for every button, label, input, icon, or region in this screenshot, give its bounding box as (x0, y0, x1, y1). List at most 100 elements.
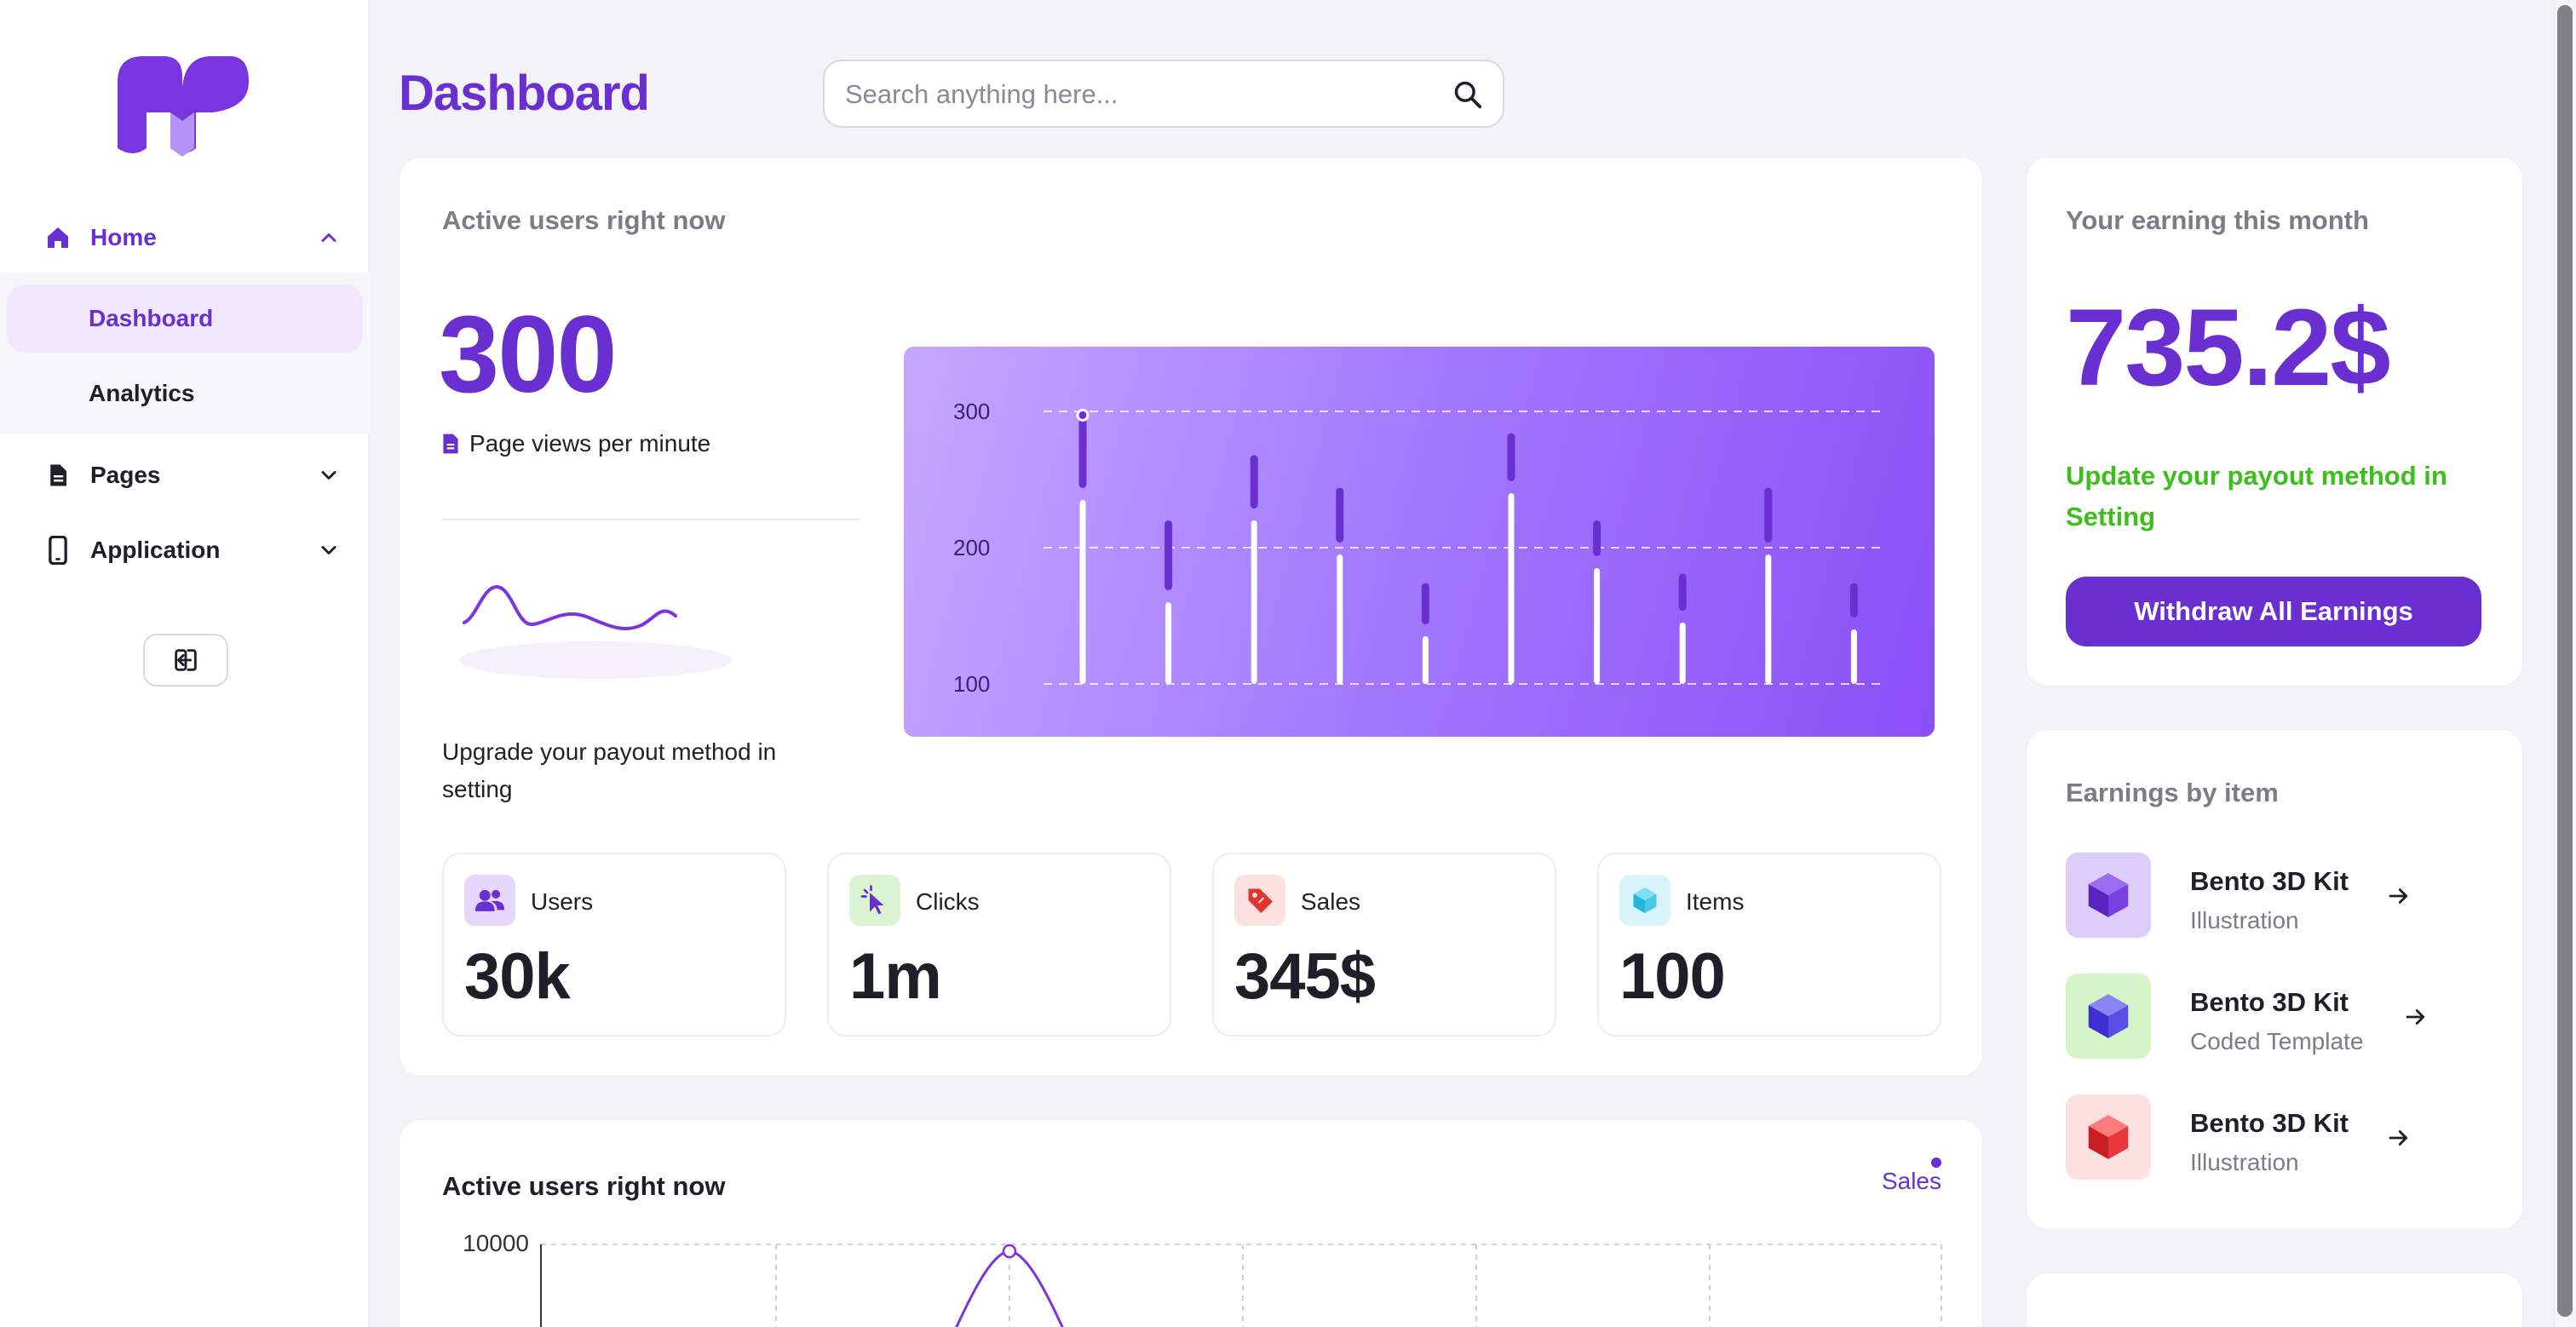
arrow-right-icon[interactable] (2386, 1125, 2412, 1151)
bar-purple (1336, 487, 1344, 543)
cursor-icon (849, 875, 900, 926)
item-name: Bento 3D Kit (2190, 1108, 2349, 1138)
list-item[interactable]: Bento 3D Kit Illustration (2066, 853, 2466, 938)
bar-white (1079, 500, 1086, 684)
home-submenu: Dashboard Analytics (0, 273, 370, 434)
phone-icon (43, 535, 73, 566)
card-title: Active users right now (442, 205, 726, 235)
item-subtitle: Illustration (2190, 1149, 2299, 1175)
bar-purple (1764, 487, 1773, 543)
stat-label: Clicks (916, 888, 980, 915)
y-tick-label: 200 (953, 535, 990, 560)
active-users-value: 300 (439, 294, 618, 416)
bar-white (1594, 568, 1601, 684)
bar-purple (1164, 520, 1173, 590)
bar-white (1422, 636, 1429, 684)
data-point[interactable] (1002, 1244, 1017, 1259)
sidebar-item-label: Pages (90, 462, 161, 488)
page-views-label: Page views per minute (442, 430, 710, 457)
sparkline (459, 584, 732, 679)
item-subtitle: Coded Template (2190, 1028, 2364, 1054)
bar-white (1508, 493, 1515, 684)
sidebar: Home Dashboard Analytics Pages Applicati… (0, 0, 370, 1327)
item-subtitle: Illustration (2190, 907, 2299, 933)
chevron-down-icon[interactable] (317, 538, 341, 562)
chevron-down-icon[interactable] (317, 463, 341, 487)
stat-card-clicks[interactable]: Clicks 1m (827, 853, 1171, 1037)
chevron-up-icon[interactable] (317, 226, 341, 250)
bar-purple (1421, 583, 1429, 624)
cube-icon (1619, 875, 1670, 926)
stat-value: 1m (849, 940, 942, 1013)
logout-icon (175, 649, 197, 671)
data-point[interactable] (1076, 408, 1090, 422)
stat-card-items[interactable]: Items 100 (1597, 853, 1941, 1037)
sidebar-item-dashboard[interactable]: Dashboard (7, 284, 363, 353)
tag-icon (1234, 875, 1285, 926)
legend-marker (1931, 1158, 1941, 1168)
card-title: Active users right now (442, 1171, 726, 1201)
sidebar-item-home[interactable]: Home (43, 214, 341, 261)
stat-card-sales[interactable]: Sales 345$ (1212, 853, 1556, 1037)
bar-white (1337, 554, 1343, 684)
bar-purple (1250, 455, 1258, 508)
list-item[interactable]: Bento 3D Kit Illustration (2066, 1094, 2466, 1180)
bar-purple (1507, 433, 1515, 481)
y-tick-label: 300 (953, 399, 990, 424)
sidebar-item-application[interactable]: Application (43, 526, 341, 574)
box-icon (2066, 1094, 2151, 1180)
file-icon (43, 460, 73, 491)
scrollbar-thumb[interactable] (2557, 5, 2573, 1317)
home-icon (43, 222, 73, 253)
sidebar-item-label: Home (90, 224, 157, 250)
stat-label: Sales (1301, 888, 1361, 915)
box-icon (2066, 974, 2151, 1059)
bar-purple (1678, 573, 1687, 611)
legend-sales[interactable]: Sales (1881, 1168, 1941, 1194)
users-icon (464, 875, 515, 926)
bar-chart: 300 200 100 (904, 347, 1935, 737)
active-users-chart-card: Active users right now Sales 10000 (399, 1119, 1983, 1327)
bar-white (1850, 629, 1857, 684)
stat-card-users[interactable]: Users 30k (442, 853, 786, 1037)
item-name: Bento 3D Kit (2190, 866, 2349, 896)
logout-button[interactable] (143, 634, 228, 686)
y-tick-label: 100 (953, 671, 990, 697)
page-views-text: Page views per minute (469, 430, 711, 457)
bar-white (1679, 623, 1686, 684)
arrow-right-icon[interactable] (2386, 883, 2412, 909)
bar-purple (1593, 520, 1601, 556)
search-bar (823, 60, 1504, 128)
sidebar-item-label: Analytics (89, 380, 195, 406)
payout-note[interactable]: Update your payout method in Setting (2066, 461, 2447, 531)
sidebar-item-analytics[interactable]: Analytics (7, 359, 363, 428)
bar-white (1765, 554, 1772, 684)
document-icon (443, 434, 458, 454)
bar-white (1165, 602, 1172, 684)
item-name: Bento 3D Kit (2190, 987, 2349, 1017)
card-title: Earnings by item (2066, 778, 2279, 807)
upgrade-text: Upgrade your payout method in setting (442, 738, 777, 802)
list-item[interactable]: Bento 3D Kit Coded Template (2066, 974, 2466, 1059)
earnings-value: 735.2$ (2066, 287, 2390, 409)
divider (442, 519, 860, 520)
bar-purple (1078, 416, 1087, 488)
search-input[interactable] (845, 77, 1424, 112)
line-chart: 10000 (463, 1230, 1942, 1327)
stat-value: 30k (464, 940, 571, 1013)
y-tick-label: 10000 (463, 1230, 529, 1256)
sidebar-item-label: Application (90, 537, 221, 563)
bar-white (1251, 520, 1257, 684)
stat-label: Users (531, 888, 594, 915)
bar-purple (1849, 583, 1858, 618)
partial-card (2026, 1272, 2523, 1327)
arrow-right-icon[interactable] (2403, 1004, 2429, 1030)
card-title: Your earning this month (2066, 205, 2369, 235)
earnings-card: Your earning this month 735.2$ Update yo… (2026, 157, 2523, 686)
sidebar-item-pages[interactable]: Pages (43, 451, 341, 499)
stat-value: 345$ (1234, 940, 1376, 1013)
stat-value: 100 (1619, 940, 1726, 1013)
page-title: Dashboard (399, 66, 650, 121)
withdraw-button[interactable]: Withdraw All Earnings (2066, 577, 2481, 646)
search-icon[interactable] (1452, 78, 1484, 111)
